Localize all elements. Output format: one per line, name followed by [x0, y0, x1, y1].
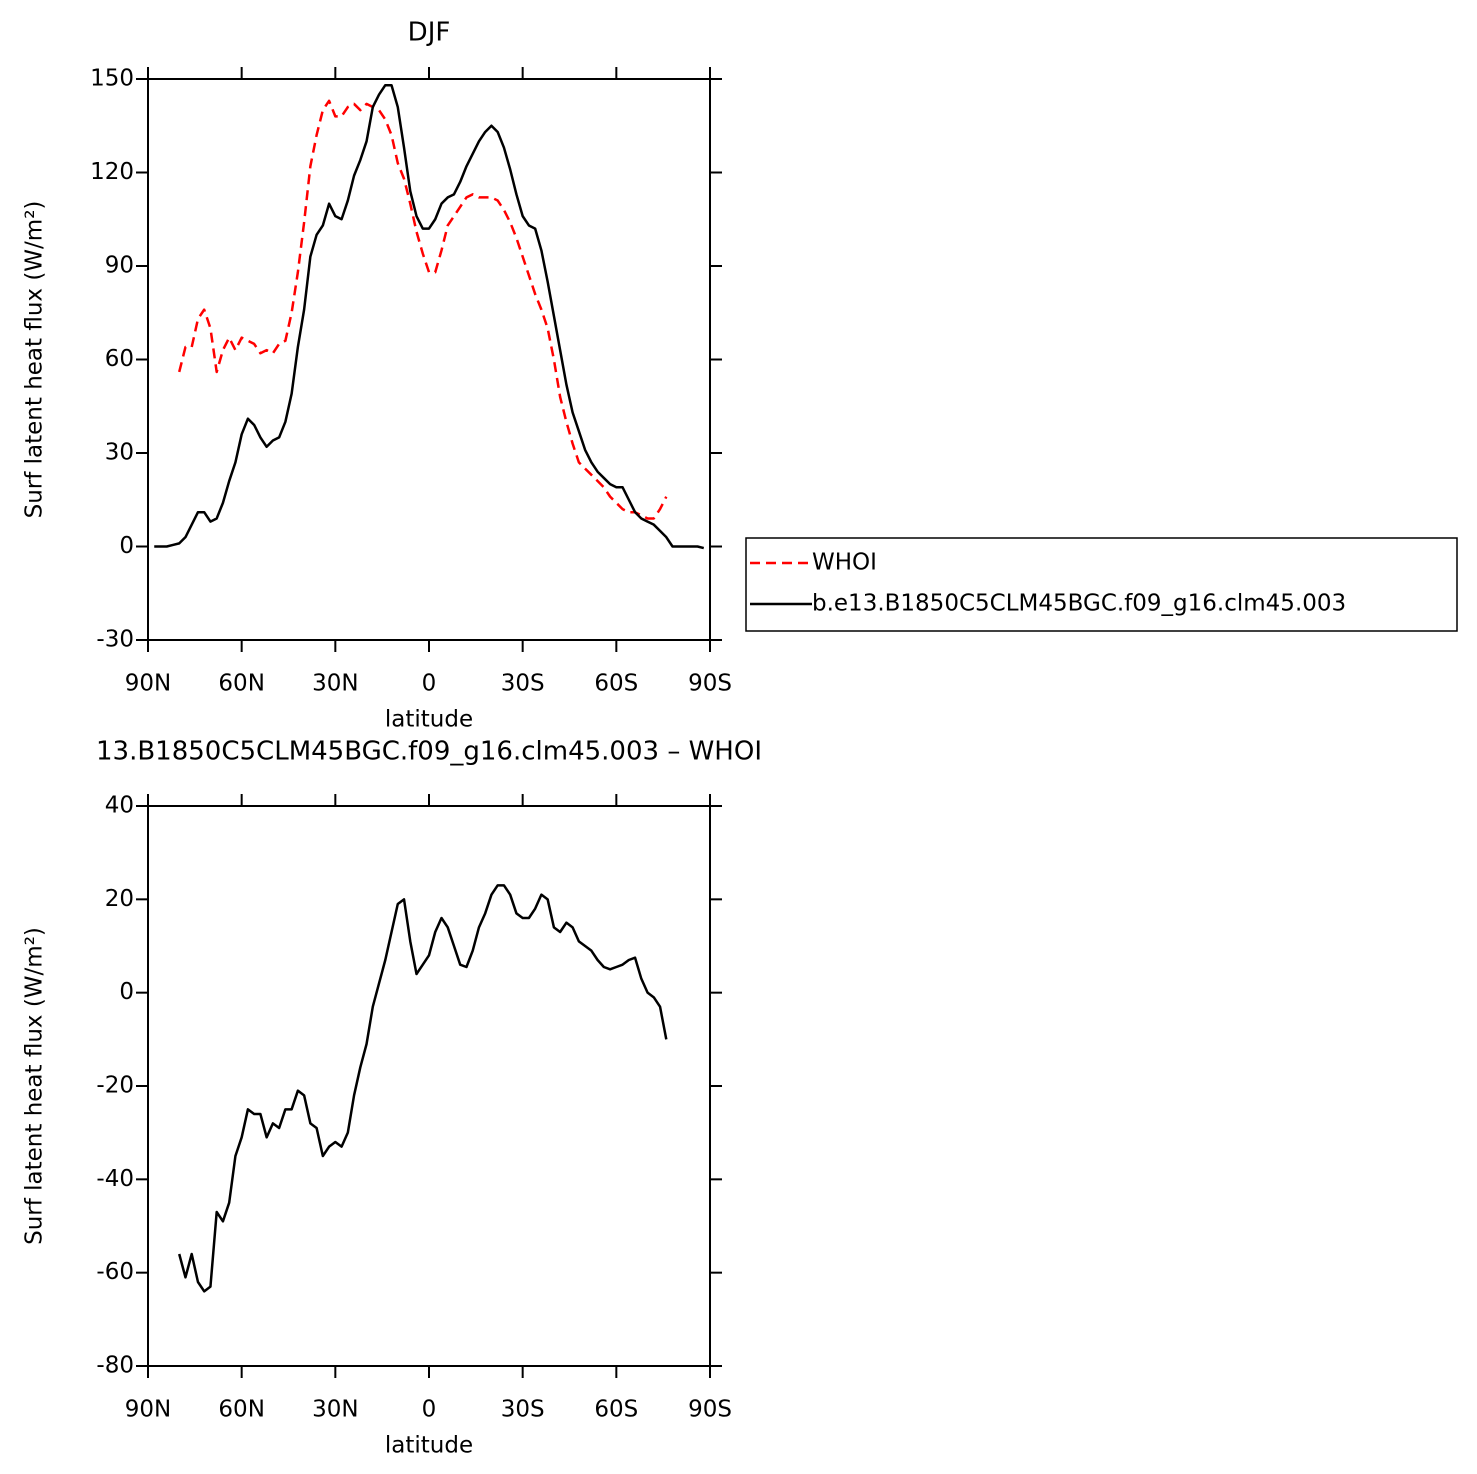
x-tick-label: 0	[422, 671, 437, 697]
plot-frame	[147, 78, 711, 641]
x-tick-label: 90N	[125, 1397, 171, 1423]
x-axis-label: latitude	[385, 1433, 473, 1459]
x-axis-label: latitude	[385, 707, 473, 733]
legend-label: WHOI	[812, 550, 877, 576]
y-tick-label: 90	[105, 253, 134, 279]
data-line	[178, 99, 668, 520]
chart-title: 13.B1850C5CLM45BGC.f09_g16.clm45.003 – W…	[96, 737, 762, 767]
y-tick-label: 20	[105, 886, 134, 912]
y-tick-label: 120	[90, 159, 134, 185]
x-tick-label: 60S	[594, 671, 638, 697]
x-tick-label: 30N	[312, 671, 358, 697]
y-tick-label: -60	[96, 1259, 134, 1285]
x-tick-label: 30S	[501, 1397, 545, 1423]
x-tick-label: 30N	[312, 1397, 358, 1423]
x-tick-label: 90N	[125, 671, 171, 697]
x-tick-label: 60N	[218, 671, 264, 697]
x-tick-label: 0	[422, 1397, 437, 1423]
x-tick-label: 90S	[688, 1397, 732, 1423]
y-axis-label: Surf latent heat flux (W/m²)	[22, 201, 48, 519]
y-tick-label: 40	[105, 793, 134, 819]
y-tick-label: 0	[119, 979, 134, 1005]
y-tick-label: -80	[96, 1353, 134, 1379]
data-line	[178, 884, 668, 1293]
y-tick-label: -30	[96, 627, 134, 653]
x-tick-label: 90S	[688, 671, 732, 697]
x-tick-label: 30S	[501, 671, 545, 697]
legend-box	[745, 537, 1458, 632]
plot-frame	[147, 805, 711, 1367]
y-tick-label: 30	[105, 440, 134, 466]
x-tick-label: 60S	[594, 1397, 638, 1423]
y-tick-label: 150	[90, 66, 134, 92]
chart-title: DJF	[408, 18, 451, 48]
y-axis-label: Surf latent heat flux (W/m²)	[22, 927, 48, 1245]
data-line	[154, 83, 705, 550]
x-tick-label: 60N	[218, 1397, 264, 1423]
y-tick-label: 0	[119, 533, 134, 559]
legend-label: b.e13.B1850C5CLM45BGC.f09_g16.clm45.003	[812, 591, 1346, 617]
y-tick-label: 60	[105, 346, 134, 372]
y-tick-label: -40	[96, 1166, 134, 1192]
y-tick-label: -20	[96, 1073, 134, 1099]
